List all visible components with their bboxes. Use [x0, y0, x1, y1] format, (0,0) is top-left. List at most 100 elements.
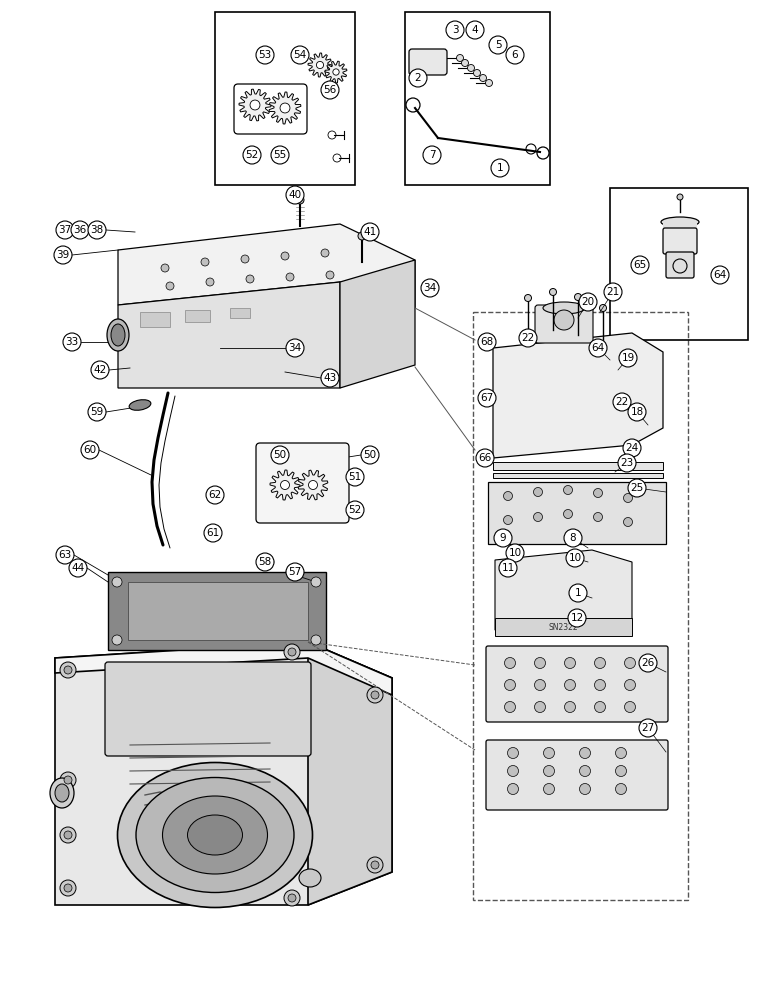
Circle shape: [489, 36, 507, 54]
Circle shape: [64, 884, 72, 892]
Circle shape: [543, 766, 554, 776]
Circle shape: [503, 491, 513, 500]
Text: 50: 50: [273, 450, 286, 460]
Circle shape: [371, 861, 379, 869]
Circle shape: [639, 719, 657, 737]
Circle shape: [619, 349, 637, 367]
Polygon shape: [298, 470, 328, 500]
Text: 43: 43: [323, 373, 337, 383]
Circle shape: [462, 60, 469, 66]
Text: 2: 2: [415, 73, 422, 83]
Circle shape: [256, 553, 274, 571]
Circle shape: [367, 857, 383, 873]
Circle shape: [479, 75, 486, 82]
Circle shape: [54, 246, 72, 264]
Text: 51: 51: [348, 472, 361, 482]
Circle shape: [534, 658, 546, 668]
Circle shape: [311, 635, 321, 645]
Circle shape: [206, 486, 224, 504]
Text: 11: 11: [501, 563, 515, 573]
Text: 7: 7: [428, 150, 435, 160]
Circle shape: [639, 654, 657, 672]
Circle shape: [361, 223, 379, 241]
FancyBboxPatch shape: [105, 662, 311, 756]
Text: 57: 57: [289, 567, 302, 577]
Circle shape: [60, 662, 76, 678]
FancyBboxPatch shape: [486, 740, 668, 810]
Ellipse shape: [543, 302, 585, 314]
Circle shape: [506, 544, 524, 562]
Circle shape: [250, 100, 260, 110]
Circle shape: [456, 54, 463, 62]
Circle shape: [112, 635, 122, 645]
Circle shape: [580, 748, 591, 758]
Circle shape: [499, 559, 517, 577]
Circle shape: [64, 776, 72, 784]
Circle shape: [486, 80, 493, 87]
Circle shape: [625, 680, 635, 690]
Circle shape: [371, 691, 379, 699]
Circle shape: [423, 146, 441, 164]
Polygon shape: [55, 642, 392, 905]
Bar: [493, 473, 663, 478]
Polygon shape: [239, 89, 271, 121]
Text: 58: 58: [259, 557, 272, 567]
Text: 1: 1: [574, 588, 581, 598]
Bar: [495, 618, 632, 636]
Polygon shape: [269, 92, 301, 124]
Text: 6: 6: [512, 50, 518, 60]
Circle shape: [579, 293, 597, 311]
Circle shape: [631, 256, 649, 274]
Circle shape: [615, 748, 627, 758]
Circle shape: [604, 283, 622, 301]
Text: 34: 34: [423, 283, 437, 293]
Bar: [405, 12, 550, 185]
Text: 56: 56: [323, 85, 337, 95]
Circle shape: [507, 784, 519, 794]
Circle shape: [476, 449, 494, 467]
Bar: [473, 312, 688, 900]
Text: 40: 40: [289, 190, 302, 200]
Circle shape: [161, 264, 169, 272]
Circle shape: [677, 194, 683, 200]
Circle shape: [88, 221, 106, 239]
Ellipse shape: [136, 778, 294, 892]
Circle shape: [580, 784, 591, 794]
Circle shape: [321, 249, 329, 257]
Text: 50: 50: [364, 450, 377, 460]
Circle shape: [524, 294, 531, 302]
Circle shape: [519, 329, 537, 347]
Circle shape: [64, 831, 72, 839]
Ellipse shape: [129, 400, 151, 410]
Circle shape: [478, 333, 496, 351]
Circle shape: [241, 255, 249, 263]
Circle shape: [473, 70, 480, 77]
Circle shape: [361, 446, 379, 464]
Bar: [140, 312, 170, 327]
Text: 18: 18: [631, 407, 644, 417]
Circle shape: [564, 658, 575, 668]
Bar: [215, 12, 355, 185]
Text: 42: 42: [93, 365, 107, 375]
Circle shape: [594, 658, 605, 668]
Circle shape: [504, 680, 516, 690]
Ellipse shape: [50, 778, 74, 808]
Text: 21: 21: [606, 287, 620, 297]
Polygon shape: [118, 282, 340, 388]
Polygon shape: [495, 550, 632, 635]
Text: 33: 33: [66, 337, 79, 347]
Circle shape: [564, 510, 573, 518]
Circle shape: [321, 81, 339, 99]
Text: 38: 38: [90, 225, 103, 235]
Circle shape: [466, 21, 484, 39]
FancyBboxPatch shape: [486, 646, 668, 722]
Bar: [128, 582, 308, 640]
Circle shape: [81, 441, 99, 459]
Circle shape: [564, 680, 575, 690]
Circle shape: [543, 784, 554, 794]
Text: 9: 9: [499, 533, 506, 543]
Ellipse shape: [55, 784, 69, 802]
Text: 27: 27: [642, 723, 655, 733]
Text: 59: 59: [90, 407, 103, 417]
Circle shape: [589, 339, 607, 357]
